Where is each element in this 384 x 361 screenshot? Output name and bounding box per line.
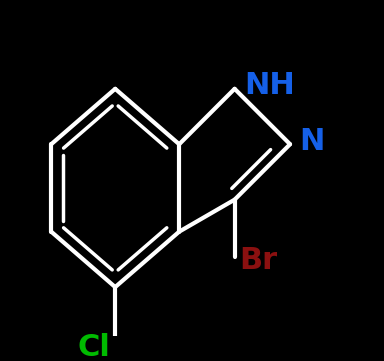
Text: Br: Br — [240, 246, 278, 275]
Text: Cl: Cl — [77, 333, 110, 361]
Text: N: N — [300, 126, 325, 156]
Text: NH: NH — [244, 71, 295, 100]
